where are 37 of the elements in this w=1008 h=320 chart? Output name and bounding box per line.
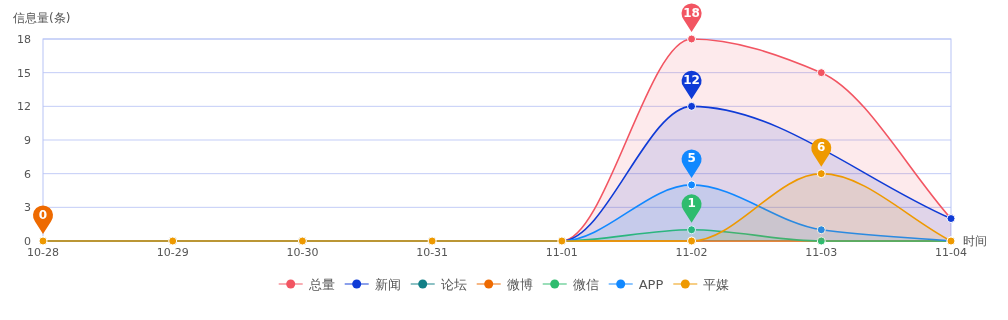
y-tick-label: 9 xyxy=(24,134,31,147)
legend-label: 论坛 xyxy=(440,277,467,292)
legend-label: 总量 xyxy=(307,277,335,292)
y-tick-label: 3 xyxy=(24,201,31,215)
x-tick-label: 11-04 xyxy=(935,246,967,259)
point xyxy=(687,180,697,190)
x-tick-label: 10-29 xyxy=(156,246,189,259)
x-tick-label: 10-31 xyxy=(416,246,449,259)
point xyxy=(687,34,697,44)
x-tick-label: 10-28 xyxy=(27,246,59,259)
y-tick-label: 0 xyxy=(24,235,31,248)
legend-label: 平媒 xyxy=(703,277,730,292)
point xyxy=(816,225,826,235)
legend-label: 新闻 xyxy=(374,277,401,292)
point xyxy=(816,169,826,179)
legend-label: APP xyxy=(638,277,664,292)
y-tick-label: 18 xyxy=(17,33,31,46)
data-label: 18 xyxy=(683,5,700,20)
x-tick-label: 11-03 xyxy=(805,246,838,259)
legend-label: 微信 xyxy=(572,277,599,292)
data-label: 5 xyxy=(687,151,696,166)
y-tick-label: 15 xyxy=(17,66,31,80)
point xyxy=(816,68,826,78)
legend-label: 微博 xyxy=(506,277,533,292)
x-tick-label: 10-30 xyxy=(286,246,319,259)
x-tick-label: 11-02 xyxy=(675,246,708,259)
y-axis-title: 信息量(条) xyxy=(13,11,71,25)
data-label: 1 xyxy=(687,196,696,211)
point xyxy=(687,225,697,235)
data-label: 6 xyxy=(817,140,826,155)
data-label: 12 xyxy=(683,72,700,87)
x-axis-title: 时间 xyxy=(963,234,987,248)
x-tick-label: 11-01 xyxy=(545,246,578,259)
point xyxy=(687,101,697,111)
data-label: 0 xyxy=(38,207,48,222)
y-tick-label: 6 xyxy=(24,167,31,181)
y-tick-label: 12 xyxy=(17,100,31,114)
